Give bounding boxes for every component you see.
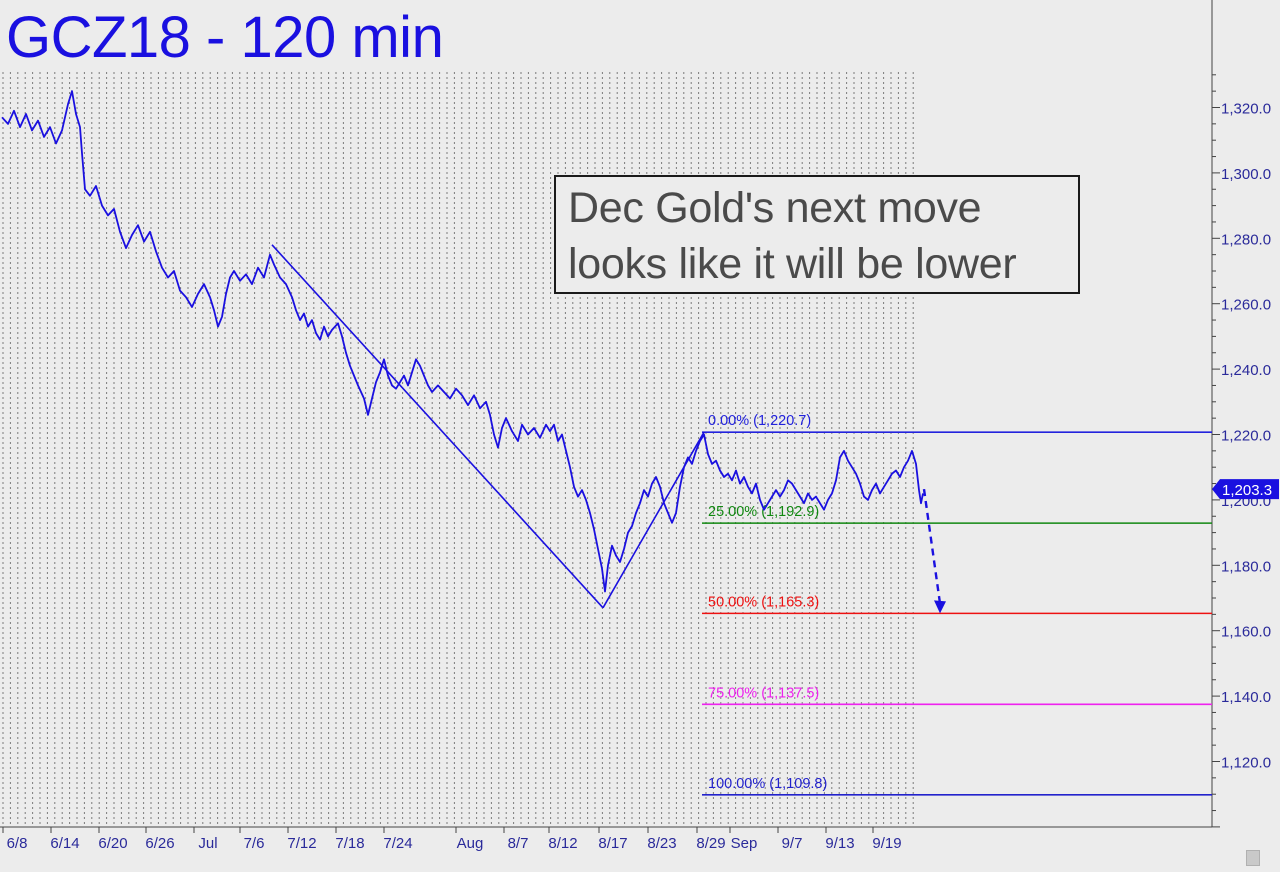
y-tick-label: 1,180.0 xyxy=(1221,558,1271,575)
retracement-label: 0.00% (1,220.7) xyxy=(708,413,811,429)
x-tick-label: 7/12 xyxy=(287,835,316,852)
x-tick-label: Aug xyxy=(457,835,484,852)
x-tick-label: 6/8 xyxy=(7,835,28,852)
x-tick-label: 7/18 xyxy=(335,835,364,852)
x-tick-label: 8/23 xyxy=(647,835,676,852)
y-tick-label: 1,140.0 xyxy=(1221,689,1271,706)
x-tick-label: 9/19 xyxy=(872,835,901,852)
x-tick-label: 7/24 xyxy=(383,835,412,852)
y-tick-label: 1,320.0 xyxy=(1221,101,1271,118)
annotation-box: Dec Gold's next move looks like it will … xyxy=(554,175,1080,294)
x-tick-label: 8/29 xyxy=(696,835,725,852)
y-tick-label: 1,240.0 xyxy=(1221,362,1271,379)
x-tick-label: 8/12 xyxy=(548,835,577,852)
scrollbar-thumb[interactable] xyxy=(1246,850,1260,866)
x-tick-label: Sep xyxy=(731,835,758,852)
x-tick-label: 8/17 xyxy=(598,835,627,852)
projection-arrow-line xyxy=(922,488,942,604)
last-price-badge xyxy=(1212,479,1279,500)
retracement-label: 75.00% (1,137.5) xyxy=(708,685,819,701)
y-tick-label: 1,260.0 xyxy=(1221,297,1271,314)
x-tick-label: 7/6 xyxy=(244,835,265,852)
y-tick-label: 1,300.0 xyxy=(1221,166,1271,183)
y-tick-label: 1,120.0 xyxy=(1221,755,1271,772)
last-price-marker: 1,203.3 xyxy=(1212,479,1279,500)
x-tick-label: 9/13 xyxy=(825,835,854,852)
x-tick-label: Jul xyxy=(198,835,217,852)
price-series-line xyxy=(1,90,924,593)
chart-title: GCZ18 - 120 min xyxy=(6,5,444,70)
retracement-label: 100.00% (1,109.8) xyxy=(708,776,827,792)
retracement-label: 50.00% (1,165.3) xyxy=(708,594,819,610)
y-tick-label: 1,220.0 xyxy=(1221,428,1271,445)
retracement-label: 25.00% (1,192.9) xyxy=(708,504,819,520)
x-tick-label: 6/26 xyxy=(145,835,174,852)
trendline xyxy=(271,244,604,609)
x-tick-label: 9/7 xyxy=(782,835,803,852)
last-price-label: 1,203.3 xyxy=(1222,482,1272,499)
annotation-text: Dec Gold's next move looks like it will … xyxy=(568,184,1017,288)
x-tick-label: 6/14 xyxy=(50,835,79,852)
projection-arrowhead xyxy=(934,600,946,614)
y-tick-label: 1,160.0 xyxy=(1221,624,1271,641)
x-tick-label: 6/20 xyxy=(98,835,127,852)
y-tick-label: 1,280.0 xyxy=(1221,231,1271,248)
x-tick-label: 8/7 xyxy=(508,835,529,852)
